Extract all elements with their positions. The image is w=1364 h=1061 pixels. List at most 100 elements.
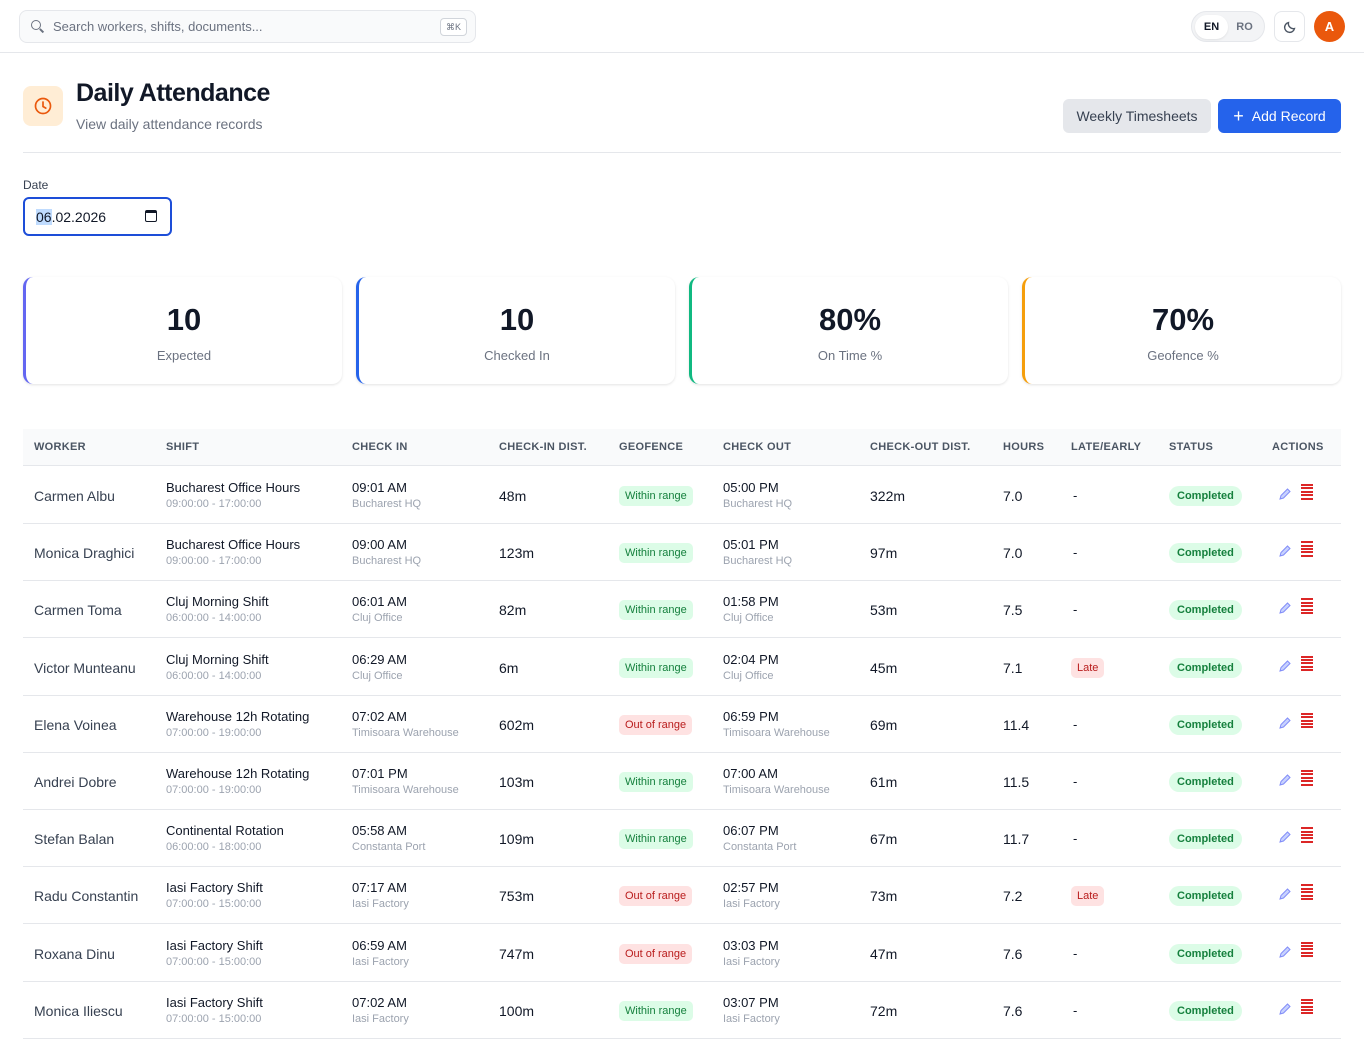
- worker-name: Monica Draghici: [34, 545, 135, 562]
- table-row: Monica Draghici Bucharest Office Hours 0…: [23, 524, 1341, 582]
- shift-time: 09:00:00 - 17:00:00: [166, 555, 262, 568]
- date-day-segment[interactable]: 06: [36, 209, 52, 225]
- date-rest: .02.2026: [51, 209, 107, 225]
- geofence-badge: Within range: [619, 657, 693, 678]
- add-record-button[interactable]: + Add Record: [1218, 99, 1341, 133]
- shortcut-hint: ⌘K: [439, 18, 467, 36]
- status-badge: Completed: [1169, 600, 1242, 621]
- search-input[interactable]: [53, 19, 433, 34]
- pencil-icon[interactable]: [1278, 659, 1292, 673]
- hours-value: 7.1: [1003, 659, 1023, 676]
- shift-name: Warehouse 12h Rotating: [166, 708, 310, 724]
- column-header: STATUS: [1169, 441, 1214, 453]
- table-row: Stefan Balan Continental Rotation 06:00:…: [23, 810, 1341, 868]
- check-out-location: Bucharest HQ: [723, 555, 793, 568]
- trash-icon[interactable]: [1301, 484, 1313, 501]
- shift-name: Bucharest Office Hours: [166, 480, 301, 495]
- column-header: GEOFENCE: [619, 441, 684, 453]
- shift-name: Iasi Factory Shift: [166, 994, 263, 1010]
- check-in-time: 06:29 AM: [352, 651, 407, 667]
- date-input[interactable]: 06.02.2026: [23, 197, 172, 236]
- check-in-location: Timisoara Warehouse: [352, 726, 459, 739]
- pencil-icon[interactable]: [1278, 945, 1292, 959]
- check-out-distance: 61m: [870, 774, 898, 790]
- trash-icon[interactable]: [1301, 598, 1313, 615]
- pencil-icon[interactable]: [1278, 773, 1292, 787]
- shift-time: 09:00:00 - 17:00:00: [166, 498, 262, 510]
- pencil-icon[interactable]: [1278, 887, 1292, 901]
- table-row: Roxana Dinu Iasi Factory Shift 07:00:00 …: [23, 925, 1341, 982]
- check-out-location: Iasi Factory: [723, 1012, 780, 1025]
- stat-card: 10 Expected: [23, 277, 342, 384]
- hours-value: 7.5: [1003, 602, 1023, 619]
- check-out-time: 06:07 PM: [723, 823, 779, 839]
- column-header: WORKER: [34, 441, 86, 453]
- add-record-label: Add Record: [1251, 108, 1326, 124]
- check-in-location: Bucharest HQ: [352, 498, 422, 510]
- shift-time: 06:00:00 - 18:00:00: [166, 841, 262, 854]
- pencil-icon[interactable]: [1278, 830, 1292, 844]
- pencil-icon[interactable]: [1278, 1002, 1292, 1016]
- check-in-distance: 109m: [499, 831, 535, 848]
- status-badge: Completed: [1169, 1000, 1242, 1021]
- geofence-badge: Within range: [619, 772, 693, 792]
- check-in-location: Constanta Port: [352, 841, 426, 854]
- table-row: Victor Munteanu Cluj Morning Shift 06:00…: [23, 639, 1341, 696]
- late-early-value: -: [1073, 602, 1078, 618]
- check-in-time: 09:00 AM: [352, 537, 407, 553]
- pencil-icon[interactable]: [1278, 544, 1292, 558]
- late-badge: Late: [1071, 886, 1105, 907]
- shift-time: 07:00:00 - 15:00:00: [166, 955, 262, 968]
- worker-name: Stefan Balan: [34, 831, 115, 848]
- calendar-icon[interactable]: [145, 210, 157, 222]
- status-badge: Completed: [1169, 714, 1242, 735]
- trash-icon[interactable]: [1301, 827, 1313, 844]
- trash-icon[interactable]: [1301, 655, 1313, 673]
- table-row: Radu Constantin Iasi Factory Shift 07:00…: [23, 867, 1341, 925]
- column-header: ACTIONS: [1272, 441, 1324, 453]
- lang-en-button[interactable]: EN: [1195, 14, 1228, 39]
- check-out-distance: 69m: [870, 716, 898, 733]
- column-header: CHECK IN: [352, 441, 408, 453]
- check-out-distance: 72m: [870, 1002, 898, 1019]
- check-in-location: Timisoara Warehouse: [352, 784, 459, 796]
- column-header: CHECK-OUT DIST.: [870, 441, 971, 453]
- user-avatar[interactable]: A: [1314, 11, 1345, 42]
- trash-icon[interactable]: [1301, 541, 1313, 558]
- status-badge: Completed: [1169, 886, 1242, 907]
- trash-icon[interactable]: [1301, 770, 1313, 787]
- check-in-distance: 103m: [499, 774, 535, 790]
- date-label: Date: [23, 178, 49, 192]
- status-badge: Completed: [1169, 829, 1242, 850]
- geofence-badge: Out of range: [619, 943, 693, 964]
- column-header: SHIFT: [166, 441, 200, 453]
- pencil-icon[interactable]: [1278, 487, 1292, 501]
- shift-name: Cluj Morning Shift: [166, 651, 269, 667]
- lang-ro-button[interactable]: RO: [1236, 20, 1253, 33]
- check-out-time: 07:00 AM: [723, 766, 778, 781]
- trash-icon[interactable]: [1301, 712, 1313, 730]
- trash-icon[interactable]: [1301, 884, 1313, 901]
- page-subtitle: View daily attendance records: [76, 116, 263, 132]
- shift-time: 06:00:00 - 14:00:00: [166, 612, 262, 625]
- stat-label: Expected: [156, 348, 212, 363]
- late-early-value: -: [1073, 945, 1078, 961]
- trash-icon[interactable]: [1301, 998, 1313, 1016]
- search-bar[interactable]: ⌘K: [19, 10, 476, 43]
- shift-name: Cluj Morning Shift: [166, 594, 269, 610]
- column-header: CHECK-IN DIST.: [499, 441, 587, 453]
- check-in-location: Iasi Factory: [352, 898, 409, 911]
- weekly-timesheets-button[interactable]: Weekly Timesheets: [1063, 99, 1211, 133]
- trash-icon[interactable]: [1301, 941, 1313, 959]
- late-early-value: -: [1073, 488, 1078, 503]
- check-in-time: 07:17 AM: [352, 880, 407, 896]
- stat-value: 10: [166, 302, 202, 337]
- status-badge: Completed: [1169, 486, 1242, 506]
- theme-toggle-button[interactable]: [1274, 11, 1305, 42]
- stat-card: 80% On Time %: [689, 277, 1008, 384]
- pencil-icon[interactable]: [1278, 601, 1292, 615]
- check-out-location: Timisoara Warehouse: [723, 726, 830, 739]
- shift-time: 07:00:00 - 15:00:00: [166, 1012, 262, 1025]
- pencil-icon[interactable]: [1278, 716, 1292, 730]
- check-out-location: Iasi Factory: [723, 955, 780, 968]
